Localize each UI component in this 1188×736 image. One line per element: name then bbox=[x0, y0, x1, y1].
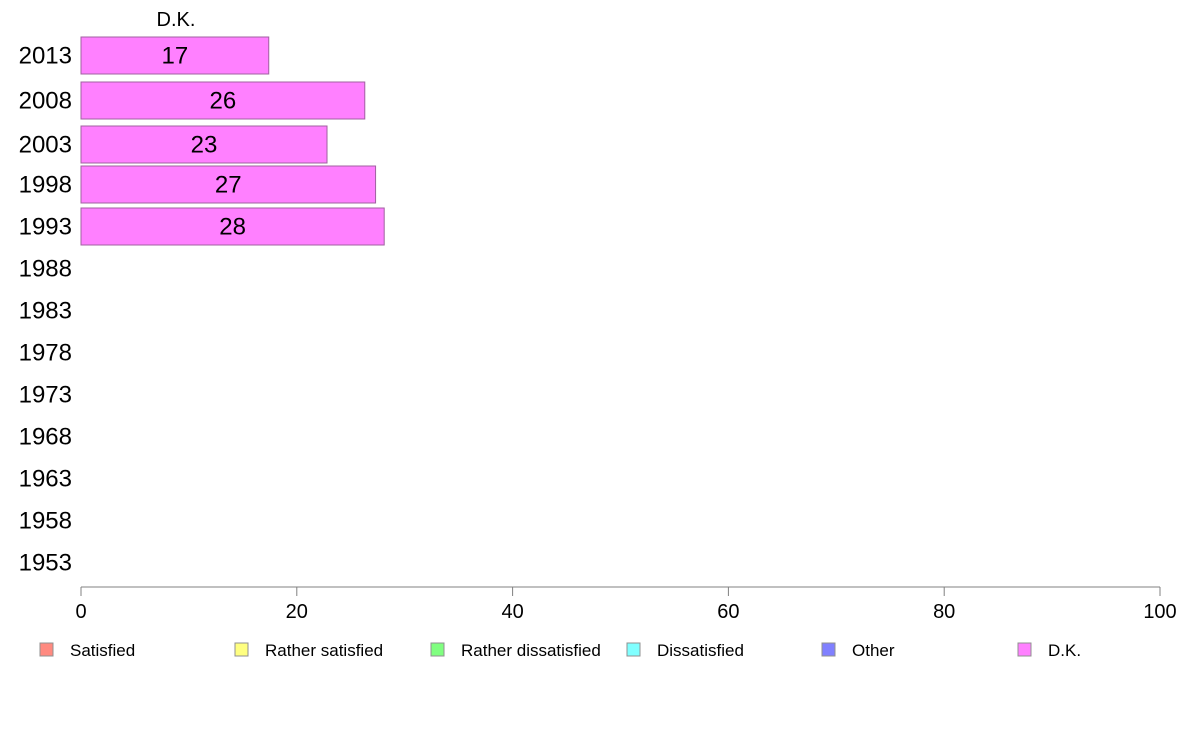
bar-segment bbox=[80, 125, 328, 164]
legend-swatch bbox=[39, 642, 54, 657]
data-label: 26 bbox=[210, 88, 237, 115]
legend-label: Rather dissatisfied bbox=[461, 641, 601, 660]
category-labels: 2013 2008 2003 1998 1993 1988 1983 1978 1973 1968… bbox=[19, 43, 72, 577]
bar-segment bbox=[80, 207, 385, 246]
category-label: 1963 bbox=[19, 466, 72, 493]
category-label: 1973 bbox=[19, 382, 72, 409]
bars bbox=[80, 36, 385, 246]
x-tick-label: 0 bbox=[75, 601, 86, 623]
legend-swatch bbox=[626, 642, 641, 657]
category-label: 1983 bbox=[19, 298, 72, 325]
legend-label: Satisfied bbox=[70, 641, 135, 660]
data-label: 27 bbox=[215, 172, 242, 199]
legend: Satisfied Rather satisfied Rather dissatis… bbox=[39, 641, 1081, 660]
bar-segment bbox=[80, 81, 366, 120]
x-tick-label: 80 bbox=[933, 601, 955, 623]
column-header: D.K. bbox=[157, 9, 196, 31]
data-label: 28 bbox=[219, 214, 246, 241]
category-label: 1998 bbox=[19, 172, 72, 199]
x-tick-label: 40 bbox=[501, 601, 523, 623]
x-tick-label: 20 bbox=[286, 601, 308, 623]
bar-segment bbox=[80, 165, 377, 204]
legend-label: D.K. bbox=[1048, 641, 1081, 660]
legend-swatch bbox=[234, 642, 249, 657]
legend-label: Rather satisfied bbox=[265, 641, 383, 660]
category-label: 2003 bbox=[19, 132, 72, 159]
legend-label: Other bbox=[852, 641, 895, 660]
legend-swatch bbox=[821, 642, 836, 657]
legend-label: Dissatisfied bbox=[657, 641, 744, 660]
category-label: 1988 bbox=[19, 256, 72, 283]
legend-swatch bbox=[430, 642, 445, 657]
bar-segment bbox=[80, 36, 270, 75]
category-label: 1968 bbox=[19, 424, 72, 451]
category-label: 2013 bbox=[19, 43, 72, 70]
bar-labels: 17 26 23 27 28 bbox=[162, 43, 246, 241]
category-label: 1953 bbox=[19, 550, 72, 577]
data-label: 17 bbox=[162, 43, 189, 70]
x-tick-label: 100 bbox=[1143, 601, 1176, 623]
category-label: 1993 bbox=[19, 214, 72, 241]
category-label: 2008 bbox=[19, 88, 72, 115]
x-tick-label: 60 bbox=[717, 601, 739, 623]
x-axis: 0 20 40 60 80 100 bbox=[75, 586, 1177, 623]
category-label: 1958 bbox=[19, 508, 72, 535]
legend-swatch bbox=[1017, 642, 1032, 657]
category-label: 1978 bbox=[19, 340, 72, 367]
data-label: 23 bbox=[191, 132, 218, 159]
